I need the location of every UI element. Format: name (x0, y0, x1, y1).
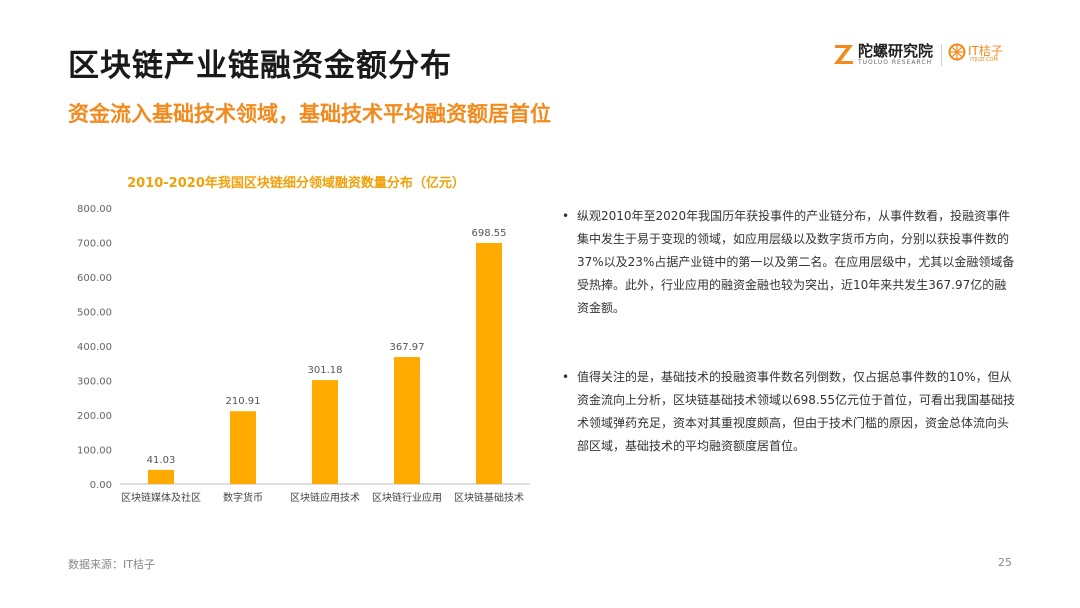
tuoluo-subtitle: TUOLUO RESEARCH (858, 59, 933, 66)
data-label: 301.18 (308, 365, 343, 376)
orange-icon (948, 43, 966, 61)
tuoluo-z-icon (834, 45, 853, 64)
y-tick-label: 700.00 (77, 239, 112, 250)
y-tick-label: 0.00 (90, 480, 112, 491)
itjuzi-name: IT桔子 (968, 44, 1003, 58)
y-tick-label: 800.00 (77, 204, 112, 215)
data-source: 数据来源：IT桔子 (68, 558, 155, 571)
page-title: 区块链产业链融资金额分布 (68, 48, 452, 84)
bar (312, 380, 338, 484)
data-label: 698.55 (472, 228, 507, 239)
note-item: • 纵观2010年至2020年我国历年获投事件的产业链分布，从事件数看，投融资事… (560, 205, 1015, 320)
x-tick-label: 区块链应用技术 (290, 491, 360, 504)
note-item: • 值得关注的是，基础技术的投融资事件数名列倒数，仅占据总事件数的10%，但从资… (560, 366, 1015, 458)
x-tick-label: 区块链行业应用 (372, 491, 442, 504)
y-tick-label: 300.00 (77, 377, 112, 388)
bullet-icon: • (562, 370, 570, 384)
bar (230, 411, 256, 484)
note-text: 值得关注的是，基础技术的投融资事件数名列倒数，仅占据总事件数的10%，但从资金流… (577, 370, 1015, 453)
brand-divider (941, 44, 942, 66)
tuoluo-name: 陀螺研究院 (858, 42, 934, 60)
bar (394, 357, 420, 484)
data-label: 41.03 (147, 455, 176, 466)
itjuzi-subtitle: ITJUZI.COM (970, 57, 998, 63)
y-tick-label: 100.00 (77, 446, 112, 457)
y-tick-label: 200.00 (77, 411, 112, 422)
bar (148, 469, 174, 484)
y-tick-label: 500.00 (77, 308, 112, 319)
x-tick-label: 区块链媒体及社区 (121, 491, 201, 504)
data-label: 210.91 (226, 396, 261, 407)
notes-panel: • 纵观2010年至2020年我国历年获投事件的产业链分布，从事件数看，投融资事… (560, 205, 1015, 504)
page-subtitle: 资金流入基础技术领域，基础技术平均融资额居首位 (68, 102, 551, 126)
bar-chart: 0.00 100.00 200.00 300.00 400.00 500.00 600.00… (77, 204, 530, 504)
y-tick-label: 400.00 (77, 342, 112, 353)
y-tick-label: 600.00 (77, 273, 112, 284)
data-label: 367.97 (390, 342, 425, 353)
page-number: 25 (998, 556, 1012, 569)
bar (476, 243, 502, 484)
x-tick-label: 数字货币 (223, 491, 263, 504)
x-tick-label: 区块链基础技术 (454, 491, 524, 504)
bullet-icon: • (562, 209, 570, 223)
chart-title: 2010-2020年我国区块链细分领域融资数量分布（亿元） (127, 176, 465, 191)
note-text: 纵观2010年至2020年我国历年获投事件的产业链分布，从事件数看，投融资事件集… (577, 209, 1015, 315)
brand-logos: 陀螺研究院 TUOLUO RESEARCH IT桔子 ITJUZI.COM (832, 40, 1032, 70)
